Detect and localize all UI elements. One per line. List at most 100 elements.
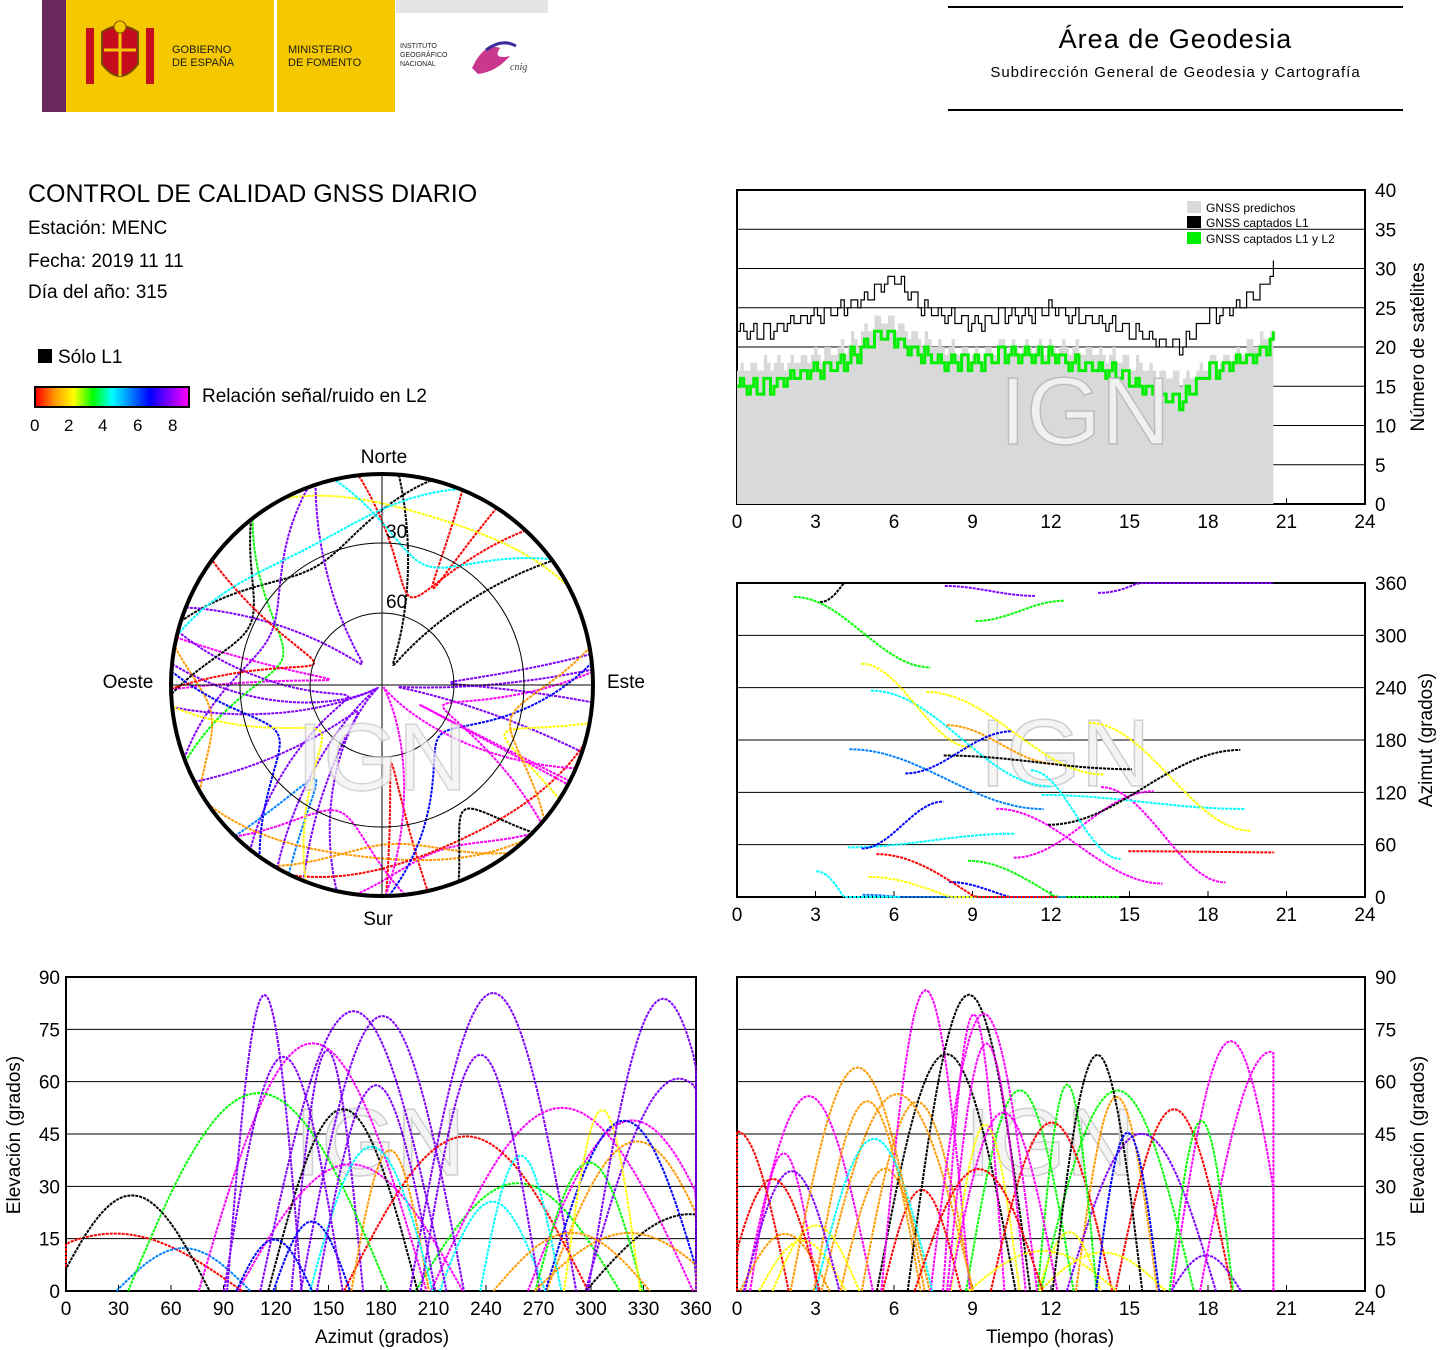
- elaz-xtick-270: 270: [523, 1299, 555, 1320]
- count-ytick-5: 5: [1375, 456, 1386, 477]
- sky-track-18: [388, 662, 593, 897]
- elaz-ytick-75: 75: [39, 1020, 60, 1041]
- elt-track-30: [742, 1170, 841, 1292]
- elaz-xtick-240: 240: [470, 1299, 502, 1320]
- sky-track-6: [177, 630, 349, 850]
- sky-track-30: [185, 484, 364, 666]
- elt-track-34: [814, 1137, 934, 1292]
- az-track-16: [1088, 721, 1252, 832]
- az-xtick-12: 12: [1040, 905, 1061, 926]
- elaz-track-8: [408, 991, 578, 1292]
- legend-l1l2-swatch: [1187, 232, 1201, 244]
- sky-track-1: [170, 636, 332, 691]
- elt-xtick-21: 21: [1276, 1299, 1297, 1320]
- count-ytick-35: 35: [1375, 220, 1396, 241]
- gov-logo-panel: [66, 0, 274, 112]
- sky-track-21: [419, 703, 571, 786]
- elaz-xtick-90: 90: [213, 1299, 234, 1320]
- az-track-2: [870, 689, 1052, 788]
- az-track-22: [1047, 748, 1241, 826]
- az-xtick-21: 21: [1276, 905, 1297, 926]
- count-xtick-3: 3: [810, 512, 821, 533]
- sky-track-4: [398, 668, 593, 754]
- elaz-track-17: [438, 1200, 547, 1292]
- elt-xtick-6: 6: [889, 1299, 900, 1320]
- az-track-0: [967, 859, 1120, 898]
- elaz-track-30: [223, 1055, 344, 1292]
- coat-of-arms-icon: [82, 18, 158, 94]
- elt-track-8: [749, 1152, 819, 1292]
- sky-ring-label-30: 30: [386, 522, 407, 543]
- elt-track-1: [839, 1167, 931, 1292]
- elt-track-28: [739, 1232, 831, 1292]
- count-xtick-21: 21: [1276, 512, 1297, 533]
- elt-ytick-0: 0: [1375, 1282, 1386, 1303]
- elt-ytick-45: 45: [1375, 1125, 1396, 1146]
- elaz-track-10: [429, 1106, 695, 1292]
- az-xtick-24: 24: [1354, 905, 1376, 926]
- satellite-count-chart: IGN 0 5 10 15 20 25 30 35 40 0 3 6 9 12 15 18 21 24 Númer…: [732, 181, 1429, 533]
- elt-track-21: [1199, 1050, 1275, 1292]
- elt-track-0: [743, 1094, 874, 1292]
- count-xtick-24: 24: [1354, 512, 1376, 533]
- elt-ytick-75: 75: [1375, 1020, 1396, 1041]
- az-track-13: [943, 754, 1132, 771]
- sky-track-0: [385, 762, 429, 897]
- az-ylabel: Azimut (grados): [1416, 673, 1437, 807]
- elaz-track-26: [259, 1010, 448, 1292]
- l1-only-label: Sólo L1: [58, 347, 123, 368]
- elaz-ytick-15: 15: [39, 1230, 60, 1251]
- elaz-track-12: [584, 1077, 697, 1292]
- snr-tick-6: 6: [133, 416, 143, 435]
- snr-tick-4: 4: [98, 416, 108, 435]
- sky-track-3: [180, 479, 433, 623]
- elt-track-36: [789, 1066, 926, 1292]
- az-track-12: [1041, 794, 1246, 810]
- watermark-count: IGN: [1000, 358, 1171, 465]
- elaz-track-19: [350, 1149, 430, 1292]
- count-ytick-25: 25: [1375, 299, 1396, 320]
- elt-xtick-0: 0: [732, 1299, 743, 1320]
- legend-l1-label: GNSS captados L1: [1206, 216, 1309, 230]
- az-xtick-6: 6: [889, 905, 900, 926]
- area-rule-top: [948, 6, 1403, 8]
- watermark-sky: IGN: [297, 704, 468, 811]
- count-xtick-6: 6: [889, 512, 900, 533]
- elaz-ylabel: Elevación (grados): [4, 1056, 25, 1214]
- az-xtick-9: 9: [967, 905, 978, 926]
- az-ytick-180: 180: [1375, 731, 1407, 752]
- elt-ylabel: Elevación (grados): [1408, 1056, 1429, 1214]
- elaz-xtick-60: 60: [160, 1299, 181, 1320]
- elaz-xtick-180: 180: [365, 1299, 397, 1320]
- az-track-24: [1128, 850, 1275, 854]
- series-l1-line: [737, 260, 1274, 356]
- sky-track-24: [194, 710, 360, 882]
- elt-track-3: [1075, 1095, 1159, 1292]
- sky-track-35: [333, 478, 552, 569]
- count-ytick-30: 30: [1375, 260, 1396, 281]
- sky-west: Oeste: [103, 672, 154, 693]
- date-label: Fecha: 2019 11 11: [28, 251, 184, 272]
- elaz-track-5: [267, 1108, 419, 1292]
- count-ytick-10: 10: [1375, 417, 1396, 438]
- az-track-10: [926, 691, 1105, 776]
- elaz-ytick-60: 60: [39, 1073, 60, 1094]
- elt-track-7: [965, 1089, 1075, 1292]
- sky-track-34: [509, 647, 591, 821]
- elt-track-12: [880, 988, 971, 1292]
- sky-track-17: [357, 474, 526, 599]
- sky-track-7: [234, 777, 318, 875]
- elt-track-17: [736, 1130, 790, 1292]
- sky-track-32: [176, 488, 461, 637]
- elaz-track-18: [226, 993, 303, 1292]
- elt-track-13: [1114, 1108, 1234, 1292]
- cnig-logo-icon: [466, 38, 538, 82]
- count-ytick-15: 15: [1375, 377, 1396, 398]
- count-xtick-12: 12: [1040, 512, 1061, 533]
- elt-track-22: [968, 1249, 1118, 1292]
- az-track-14: [861, 662, 971, 749]
- elt-track-20: [1170, 1254, 1242, 1292]
- elt-track-24: [820, 1092, 975, 1292]
- snr-tick-2: 2: [64, 416, 74, 435]
- elt-xtick-15: 15: [1119, 1299, 1140, 1320]
